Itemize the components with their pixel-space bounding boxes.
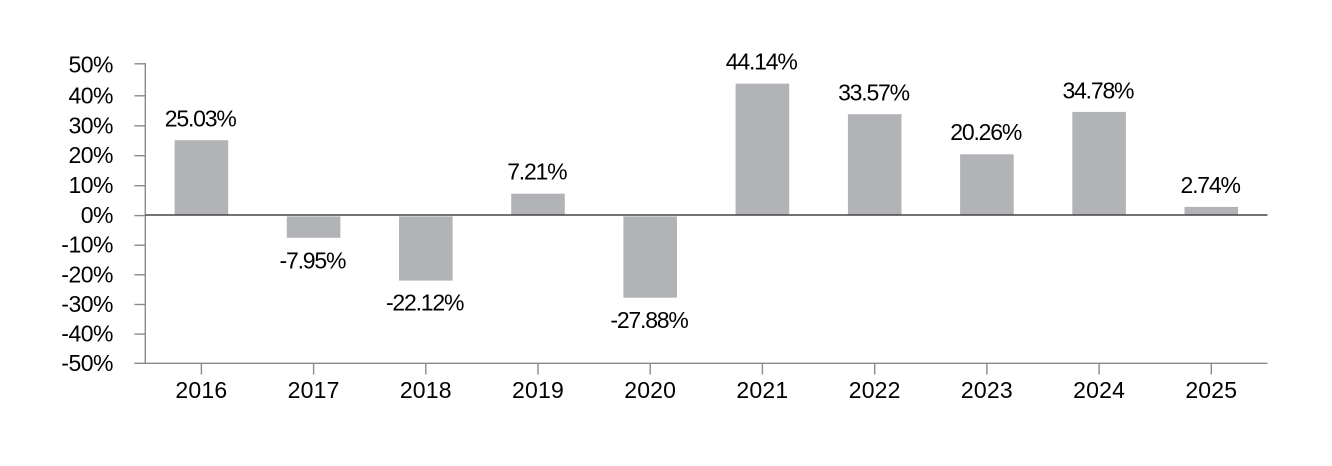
svg-text:2025: 2025 <box>1185 377 1237 403</box>
svg-text:-20%: -20% <box>61 261 113 287</box>
svg-text:7.21%: 7.21% <box>507 159 567 185</box>
svg-text:2020: 2020 <box>624 377 676 403</box>
svg-text:2.74%: 2.74% <box>1180 172 1240 198</box>
svg-text:2019: 2019 <box>512 377 564 403</box>
svg-text:50%: 50% <box>68 52 113 78</box>
svg-text:25.03%: 25.03% <box>165 106 237 132</box>
svg-text:0%: 0% <box>81 202 113 228</box>
svg-text:2023: 2023 <box>961 377 1013 403</box>
svg-text:30%: 30% <box>68 112 113 138</box>
svg-text:-30%: -30% <box>61 291 113 317</box>
svg-text:-40%: -40% <box>61 321 113 347</box>
svg-text:2018: 2018 <box>400 377 452 403</box>
svg-text:20.26%: 20.26% <box>950 119 1022 145</box>
svg-text:-22.12%: -22.12% <box>386 290 464 316</box>
svg-text:2016: 2016 <box>175 377 227 403</box>
svg-text:44.14%: 44.14% <box>726 49 798 75</box>
svg-text:33.57%: 33.57% <box>838 80 910 106</box>
svg-text:2017: 2017 <box>288 377 340 403</box>
svg-text:2024: 2024 <box>1073 377 1125 403</box>
svg-text:34.78%: 34.78% <box>1062 77 1134 103</box>
svg-text:2021: 2021 <box>736 377 788 403</box>
svg-text:10%: 10% <box>68 172 113 198</box>
svg-text:-50%: -50% <box>61 350 113 376</box>
svg-text:-7.95%: -7.95% <box>280 247 346 273</box>
svg-text:-27.88%: -27.88% <box>610 307 688 333</box>
svg-text:2022: 2022 <box>849 377 901 403</box>
svg-text:40%: 40% <box>68 82 113 108</box>
svg-text:20%: 20% <box>68 142 113 168</box>
svg-text:-10%: -10% <box>61 232 113 258</box>
